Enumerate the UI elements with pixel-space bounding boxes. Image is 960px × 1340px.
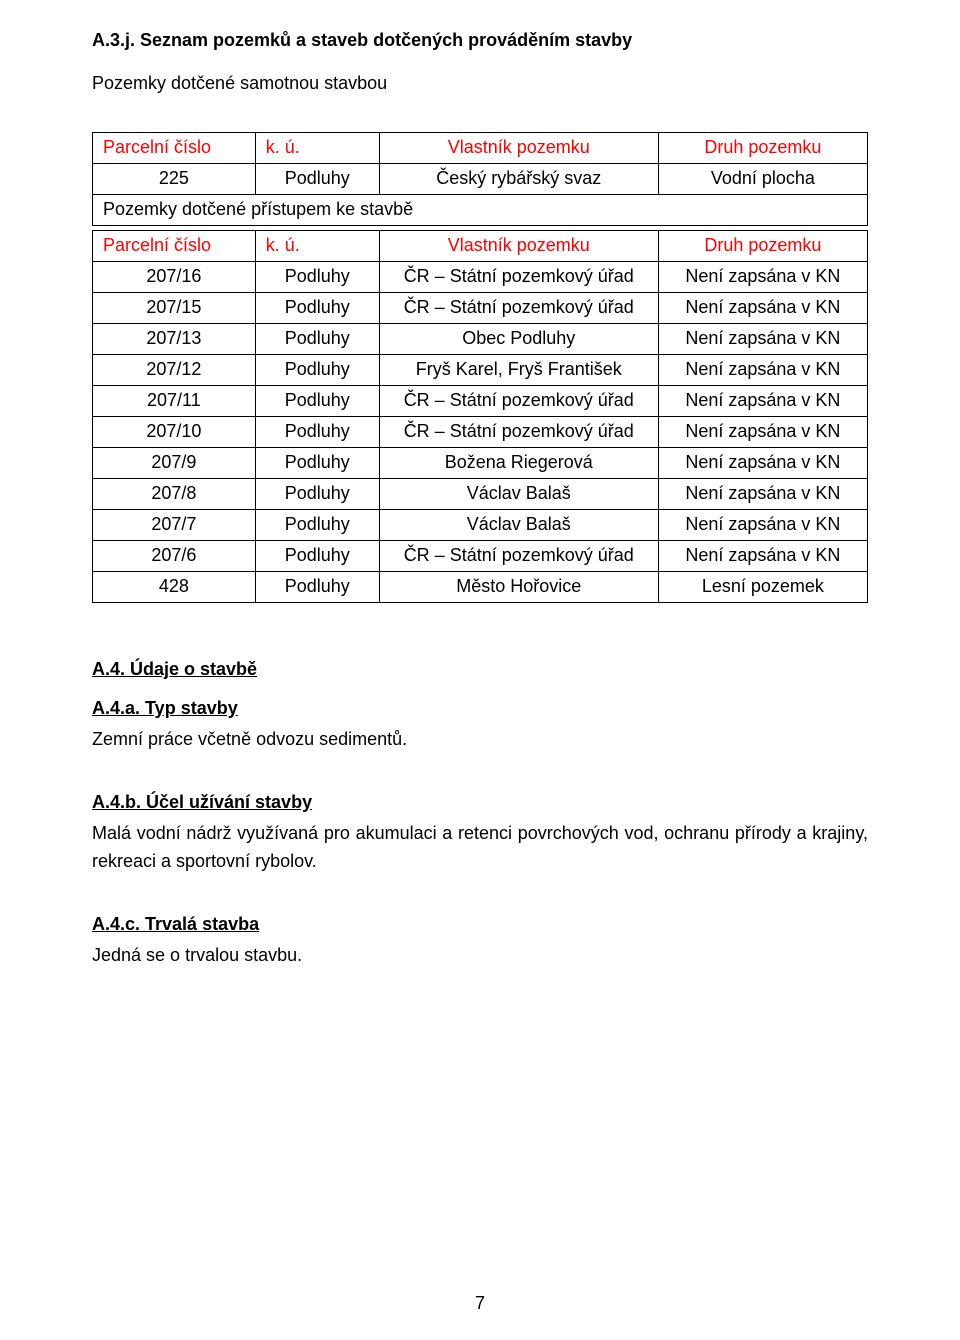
section-a4: A.4. Údaje o stavbě A.4.a. Typ stavby Ze… bbox=[92, 659, 868, 970]
table-cell: 207/16 bbox=[93, 261, 256, 292]
table-cell: Není zapsána v KN bbox=[658, 509, 867, 540]
table-cell: Podluhy bbox=[255, 447, 379, 478]
table-cell: 207/7 bbox=[93, 509, 256, 540]
table-cell: Podluhy bbox=[255, 478, 379, 509]
table-cell: 207/13 bbox=[93, 323, 256, 354]
table-row: 207/11 Podluhy ČR – Státní pozemkový úřa… bbox=[93, 385, 868, 416]
page-number: 7 bbox=[0, 1293, 960, 1314]
table-cell: Václav Balaš bbox=[379, 509, 658, 540]
table-row: 207/15 Podluhy ČR – Státní pozemkový úřa… bbox=[93, 292, 868, 323]
table-1: Parcelní číslo k. ú. Vlastník pozemku Dr… bbox=[92, 132, 868, 226]
table-cell: Není zapsána v KN bbox=[658, 540, 867, 571]
table-2-header-row: Parcelní číslo k. ú. Vlastník pozemku Dr… bbox=[93, 230, 868, 261]
table-cell: Podluhy bbox=[255, 163, 379, 194]
table-cell: Není zapsána v KN bbox=[658, 447, 867, 478]
table-cell: Podluhy bbox=[255, 385, 379, 416]
table-cell: Není zapsána v KN bbox=[658, 292, 867, 323]
table-cell: Vodní plocha bbox=[658, 163, 867, 194]
heading-a4a: A.4.a. Typ stavby bbox=[92, 698, 868, 719]
table-cell: 207/12 bbox=[93, 354, 256, 385]
table-cell: Lesní pozemek bbox=[658, 571, 867, 602]
table-row: 207/8 Podluhy Václav Balaš Není zapsána … bbox=[93, 478, 868, 509]
table-row: 207/6 Podluhy ČR – Státní pozemkový úřad… bbox=[93, 540, 868, 571]
table-cell: Podluhy bbox=[255, 292, 379, 323]
table-row: 207/10 Podluhy ČR – Státní pozemkový úřa… bbox=[93, 416, 868, 447]
table-row: 207/16 Podluhy ČR – Státní pozemkový úřa… bbox=[93, 261, 868, 292]
table-cell: 207/6 bbox=[93, 540, 256, 571]
table-row: 207/9 Podluhy Božena Riegerová Není zaps… bbox=[93, 447, 868, 478]
heading-a4: A.4. Údaje o stavbě bbox=[92, 659, 868, 680]
table-row: 207/7 Podluhy Václav Balaš Není zapsána … bbox=[93, 509, 868, 540]
heading-a3j: A.3.j. Seznam pozemků a staveb dotčených… bbox=[92, 30, 868, 51]
table-1-group-caption: Pozemky dotčené přístupem ke stavbě bbox=[93, 194, 868, 225]
table-cell: Podluhy bbox=[255, 509, 379, 540]
table-cell: 207/11 bbox=[93, 385, 256, 416]
spacer bbox=[92, 762, 868, 792]
table-cell: Město Hořovice bbox=[379, 571, 658, 602]
table-2-header-cell: Druh pozemku bbox=[658, 230, 867, 261]
table-cell: ČR – Státní pozemkový úřad bbox=[379, 385, 658, 416]
table-1-header-cell: Vlastník pozemku bbox=[379, 132, 658, 163]
heading-a4b: A.4.b. Účel užívání stavby bbox=[92, 792, 868, 813]
text-a4a: Zemní práce včetně odvozu sedimentů. bbox=[92, 725, 868, 754]
table-cell: Český rybářský svaz bbox=[379, 163, 658, 194]
table-cell: Podluhy bbox=[255, 323, 379, 354]
table-cell: 207/10 bbox=[93, 416, 256, 447]
table-cell: Podluhy bbox=[255, 540, 379, 571]
heading-a4c: A.4.c. Trvalá stavba bbox=[92, 914, 868, 935]
table-cell: 207/15 bbox=[93, 292, 256, 323]
table-cell: Podluhy bbox=[255, 416, 379, 447]
table-cell: ČR – Státní pozemkový úřad bbox=[379, 540, 658, 571]
table1-caption: Pozemky dotčené samotnou stavbou bbox=[92, 69, 868, 98]
text-a4c: Jedná se o trvalou stavbu. bbox=[92, 941, 868, 970]
table-row: 207/12 Podluhy Fryš Karel, Fryš Františe… bbox=[93, 354, 868, 385]
table-cell: Není zapsána v KN bbox=[658, 478, 867, 509]
table-cell: ČR – Státní pozemkový úřad bbox=[379, 292, 658, 323]
table-cell: 428 bbox=[93, 571, 256, 602]
table-cell: Podluhy bbox=[255, 354, 379, 385]
table-cell: Není zapsána v KN bbox=[658, 261, 867, 292]
table-cell: ČR – Státní pozemkový úřad bbox=[379, 261, 658, 292]
table-row: 428 Podluhy Město Hořovice Lesní pozemek bbox=[93, 571, 868, 602]
table-cell: Podluhy bbox=[255, 571, 379, 602]
table-cell: Není zapsána v KN bbox=[658, 385, 867, 416]
table-cell: Václav Balaš bbox=[379, 478, 658, 509]
table-2-header-cell: k. ú. bbox=[255, 230, 379, 261]
table-1-header-row: Parcelní číslo k. ú. Vlastník pozemku Dr… bbox=[93, 132, 868, 163]
table-cell: Není zapsána v KN bbox=[658, 323, 867, 354]
table-cell: Není zapsána v KN bbox=[658, 354, 867, 385]
table-1-group-caption-row: Pozemky dotčené přístupem ke stavbě bbox=[93, 194, 868, 225]
table-row: 225 Podluhy Český rybářský svaz Vodní pl… bbox=[93, 163, 868, 194]
table-cell: 207/9 bbox=[93, 447, 256, 478]
table-cell: Není zapsána v KN bbox=[658, 416, 867, 447]
table-2: Parcelní číslo k. ú. Vlastník pozemku Dr… bbox=[92, 230, 868, 603]
table-1-header-cell: k. ú. bbox=[255, 132, 379, 163]
table-cell: ČR – Státní pozemkový úřad bbox=[379, 416, 658, 447]
text-a4b: Malá vodní nádrž využívaná pro akumulaci… bbox=[92, 819, 868, 877]
table-cell: Božena Riegerová bbox=[379, 447, 658, 478]
spacer bbox=[92, 884, 868, 914]
page: A.3.j. Seznam pozemků a staveb dotčených… bbox=[0, 0, 960, 1340]
table-1-header-cell: Druh pozemku bbox=[658, 132, 867, 163]
table-cell: 207/8 bbox=[93, 478, 256, 509]
table-cell: Obec Podluhy bbox=[379, 323, 658, 354]
table-2-header-cell: Vlastník pozemku bbox=[379, 230, 658, 261]
table-1-header-cell: Parcelní číslo bbox=[93, 132, 256, 163]
table-cell: 225 bbox=[93, 163, 256, 194]
table-row: 207/13 Podluhy Obec Podluhy Není zapsána… bbox=[93, 323, 868, 354]
table-cell: Fryš Karel, Fryš František bbox=[379, 354, 658, 385]
table-2-header-cell: Parcelní číslo bbox=[93, 230, 256, 261]
table-cell: Podluhy bbox=[255, 261, 379, 292]
